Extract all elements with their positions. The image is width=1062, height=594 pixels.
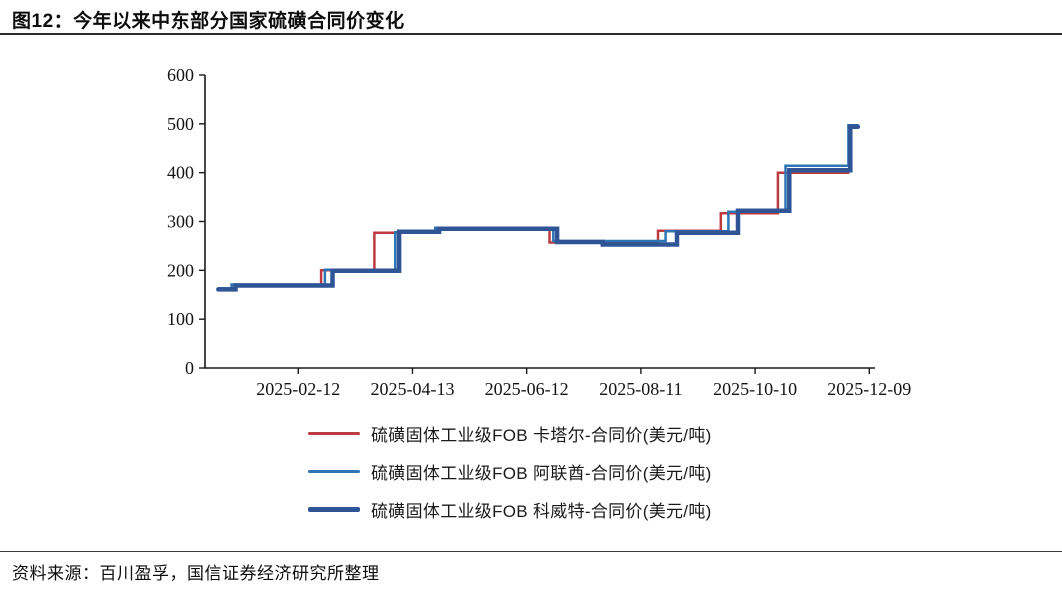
y-tick-label: 0 xyxy=(185,358,194,378)
legend-line-swatch xyxy=(308,470,360,473)
figure-footer: 资料来源：百川盈孚，国信证券经济研究所整理 xyxy=(0,551,1062,584)
legend-label: 硫磺固体工业级FOB 卡塔尔-合同价(美元/吨) xyxy=(371,426,712,445)
x-tick-label: 2025-08-11 xyxy=(599,379,682,399)
series-line xyxy=(216,124,861,292)
x-tick-label: 2025-12-09 xyxy=(827,379,911,399)
figure-header: 图12：今年以来中东部分国家硫磺合同价变化 xyxy=(0,0,1062,35)
x-tick-label: 2025-10-10 xyxy=(713,379,797,399)
x-tick-label: 2025-02-12 xyxy=(256,379,340,399)
source-note: 资料来源：百川盈孚，国信证券经济研究所整理 xyxy=(12,564,380,583)
x-tick-label: 2025-04-13 xyxy=(370,379,454,399)
series-line xyxy=(217,124,860,290)
y-tick-label: 200 xyxy=(167,260,194,280)
legend-item: 硫磺固体工业级FOB 卡塔尔-合同价(美元/吨) xyxy=(308,421,712,446)
legend-item: 硫磺固体工业级FOB 科威特-合同价(美元/吨) xyxy=(308,497,712,522)
chart-legend: 硫磺固体工业级FOB 卡塔尔-合同价(美元/吨) 硫磺固体工业级FOB 阿联酋-合… xyxy=(308,421,712,522)
y-tick-label: 300 xyxy=(167,212,194,232)
y-tick-label: 100 xyxy=(167,309,194,329)
legend-label: 硫磺固体工业级FOB 阿联酋-合同价(美元/吨) xyxy=(371,464,712,483)
figure-title: 图12：今年以来中东部分国家硫磺合同价变化 xyxy=(12,11,405,32)
legend-item: 硫磺固体工业级FOB 阿联酋-合同价(美元/吨) xyxy=(308,459,712,484)
legend-label: 硫磺固体工业级FOB 科威特-合同价(美元/吨) xyxy=(371,502,712,521)
legend-line-swatch xyxy=(308,507,360,512)
axis-lines xyxy=(204,75,875,369)
y-tick-label: 400 xyxy=(167,163,194,183)
x-tick-label: 2025-06-12 xyxy=(485,379,569,399)
legend-line-swatch xyxy=(308,432,360,435)
y-tick-label: 600 xyxy=(167,65,194,85)
y-tick-label: 500 xyxy=(167,114,194,134)
